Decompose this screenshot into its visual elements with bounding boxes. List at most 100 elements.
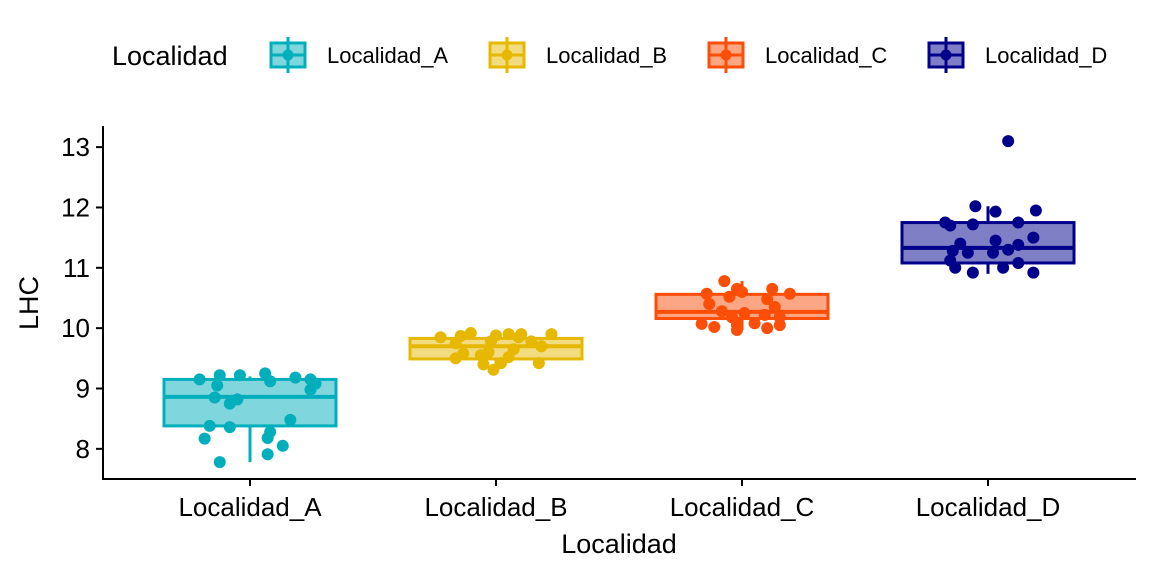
data-point — [477, 358, 490, 371]
data-point — [730, 323, 743, 336]
data-point — [700, 287, 713, 300]
legend-key-point — [282, 49, 294, 61]
data-point — [487, 363, 500, 376]
data-point — [736, 285, 748, 298]
data-point — [1029, 204, 1042, 217]
data-point — [223, 421, 236, 434]
data-point — [474, 349, 487, 362]
data-point — [203, 419, 216, 432]
data-point — [208, 391, 221, 404]
data-point — [738, 307, 751, 320]
data-point — [997, 261, 1010, 274]
legend-key-point — [501, 49, 513, 61]
data-point — [193, 373, 206, 386]
legend-label: Localidad_D — [985, 43, 1107, 68]
y-axis-title: LHC — [14, 276, 44, 330]
data-point — [304, 383, 317, 396]
data-point — [761, 322, 774, 335]
data-point — [1027, 266, 1040, 279]
data-point — [766, 282, 779, 295]
data-point — [532, 357, 545, 370]
data-point — [1027, 231, 1040, 244]
legend-key-point — [720, 49, 732, 61]
data-point — [783, 287, 796, 300]
data-point — [949, 261, 962, 274]
data-point — [695, 317, 708, 330]
series-Localidad_A — [162, 367, 338, 469]
data-point — [969, 200, 982, 213]
y-tick-label-10: 10 — [61, 313, 90, 343]
legend-title: Localidad — [112, 41, 228, 71]
x-tick-label-Localidad_D: Localidad_D — [916, 492, 1061, 522]
box — [900, 221, 1076, 265]
data-point — [449, 352, 462, 365]
series-Localidad_C — [654, 275, 830, 336]
legend-label: Localidad_B — [546, 43, 667, 68]
data-point — [768, 301, 781, 314]
data-point — [718, 275, 731, 288]
y-tick-label-9: 9 — [76, 373, 90, 403]
data-point — [289, 371, 302, 384]
data-point — [484, 335, 497, 348]
data-point — [535, 340, 548, 353]
data-point — [449, 337, 462, 350]
legend-label: Localidad_C — [765, 43, 887, 68]
data-point — [211, 379, 224, 392]
data-point — [723, 290, 736, 303]
data-point — [989, 234, 1002, 247]
data-point — [198, 432, 211, 445]
x-tick-label-Localidad_A: Localidad_A — [178, 492, 322, 522]
data-point — [525, 335, 538, 348]
plot-area — [162, 135, 1076, 469]
data-point — [715, 305, 728, 318]
data-point — [276, 439, 289, 452]
axes: 8 9 10 11 12 13 Localidad_A Localidad_B Localida… — [61, 126, 1136, 522]
data-point — [264, 375, 277, 388]
data-point — [213, 456, 226, 469]
y-tick-label-11: 11 — [63, 253, 90, 283]
data-point — [213, 369, 226, 382]
data-point — [502, 328, 515, 341]
legend-item-Localidad_C: Localidad_C — [707, 37, 887, 73]
y-tick-label-13: 13 — [61, 132, 90, 162]
data-point — [773, 319, 786, 332]
series-Localidad_D — [900, 135, 1076, 279]
data-point — [761, 293, 774, 306]
data-point — [1012, 216, 1025, 229]
legend: Localidad Localidad_A Localidad_B Localida… — [112, 37, 1107, 73]
data-point — [1012, 256, 1025, 269]
data-point — [545, 328, 558, 341]
data-point — [708, 320, 721, 333]
data-point — [989, 205, 1002, 218]
data-point — [758, 308, 771, 321]
data-point — [944, 219, 957, 232]
series-Localidad_B — [408, 326, 584, 376]
y-tick-label-8: 8 — [76, 434, 90, 464]
data-point — [233, 369, 246, 382]
x-axis-title: Localidad — [561, 529, 677, 559]
data-point — [961, 246, 974, 259]
data-point — [223, 397, 236, 410]
x-tick-label-Localidad_B: Localidad_B — [424, 492, 567, 522]
data-point — [748, 317, 761, 330]
data-point — [261, 448, 274, 461]
data-point — [966, 266, 979, 279]
y-tick-label-12: 12 — [61, 192, 90, 222]
data-point — [1002, 243, 1015, 256]
legend-key-point — [940, 49, 952, 61]
data-point — [987, 246, 1000, 259]
legend-item-Localidad_A: Localidad_A — [269, 37, 448, 73]
data-point — [261, 431, 274, 444]
legend-item-Localidad_B: Localidad_B — [488, 37, 667, 73]
data-point — [1012, 238, 1025, 251]
x-tick-label-Localidad_C: Localidad_C — [670, 492, 815, 522]
data-point — [946, 244, 959, 257]
data-point — [284, 413, 297, 426]
data-point — [512, 331, 525, 344]
data-point — [464, 326, 477, 339]
data-point — [703, 298, 716, 311]
legend-label: Localidad_A — [327, 43, 448, 68]
data-point — [954, 237, 967, 250]
legend-item-Localidad_D: Localidad_D — [927, 37, 1107, 73]
